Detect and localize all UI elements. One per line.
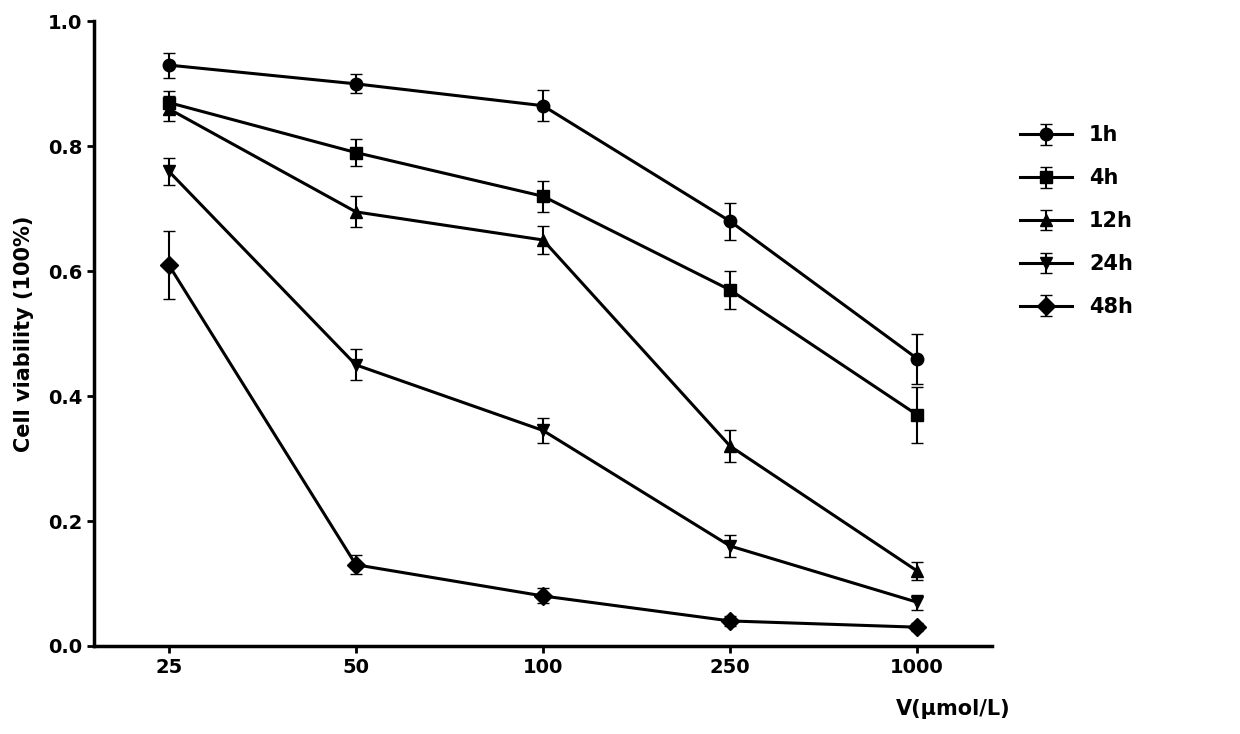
Text: V(μmol/L): V(μmol/L) — [897, 699, 1011, 719]
Y-axis label: Cell viability (100%): Cell viability (100%) — [14, 216, 33, 452]
Legend: 1h, 4h, 12h, 24h, 48h: 1h, 4h, 12h, 24h, 48h — [1021, 126, 1133, 317]
